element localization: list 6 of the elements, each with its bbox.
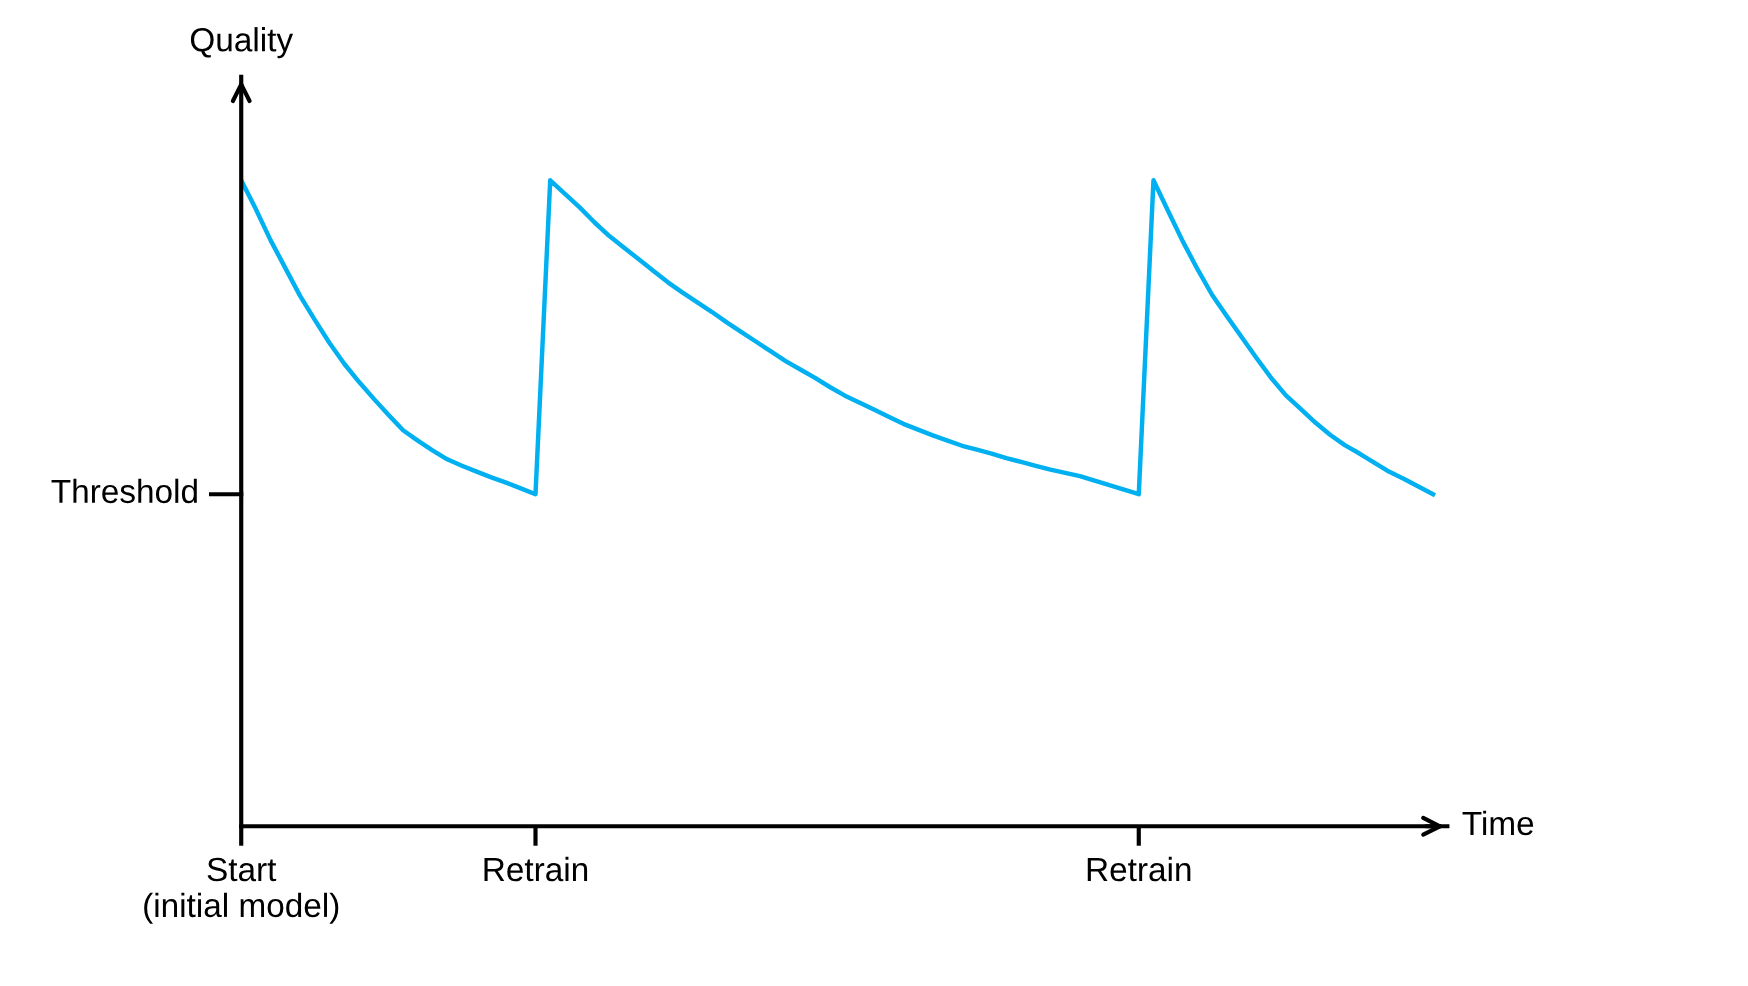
y-axis-title: Quality: [190, 27, 294, 59]
x-axis-title: Time: [1462, 810, 1534, 836]
x-tick-label: Start (initial model): [144, 857, 339, 924]
x-tick-label: Retrain: [1087, 856, 1191, 882]
ref-line-label: Threshold: [51, 478, 197, 504]
x-tick-label: Retrain: [484, 856, 588, 882]
